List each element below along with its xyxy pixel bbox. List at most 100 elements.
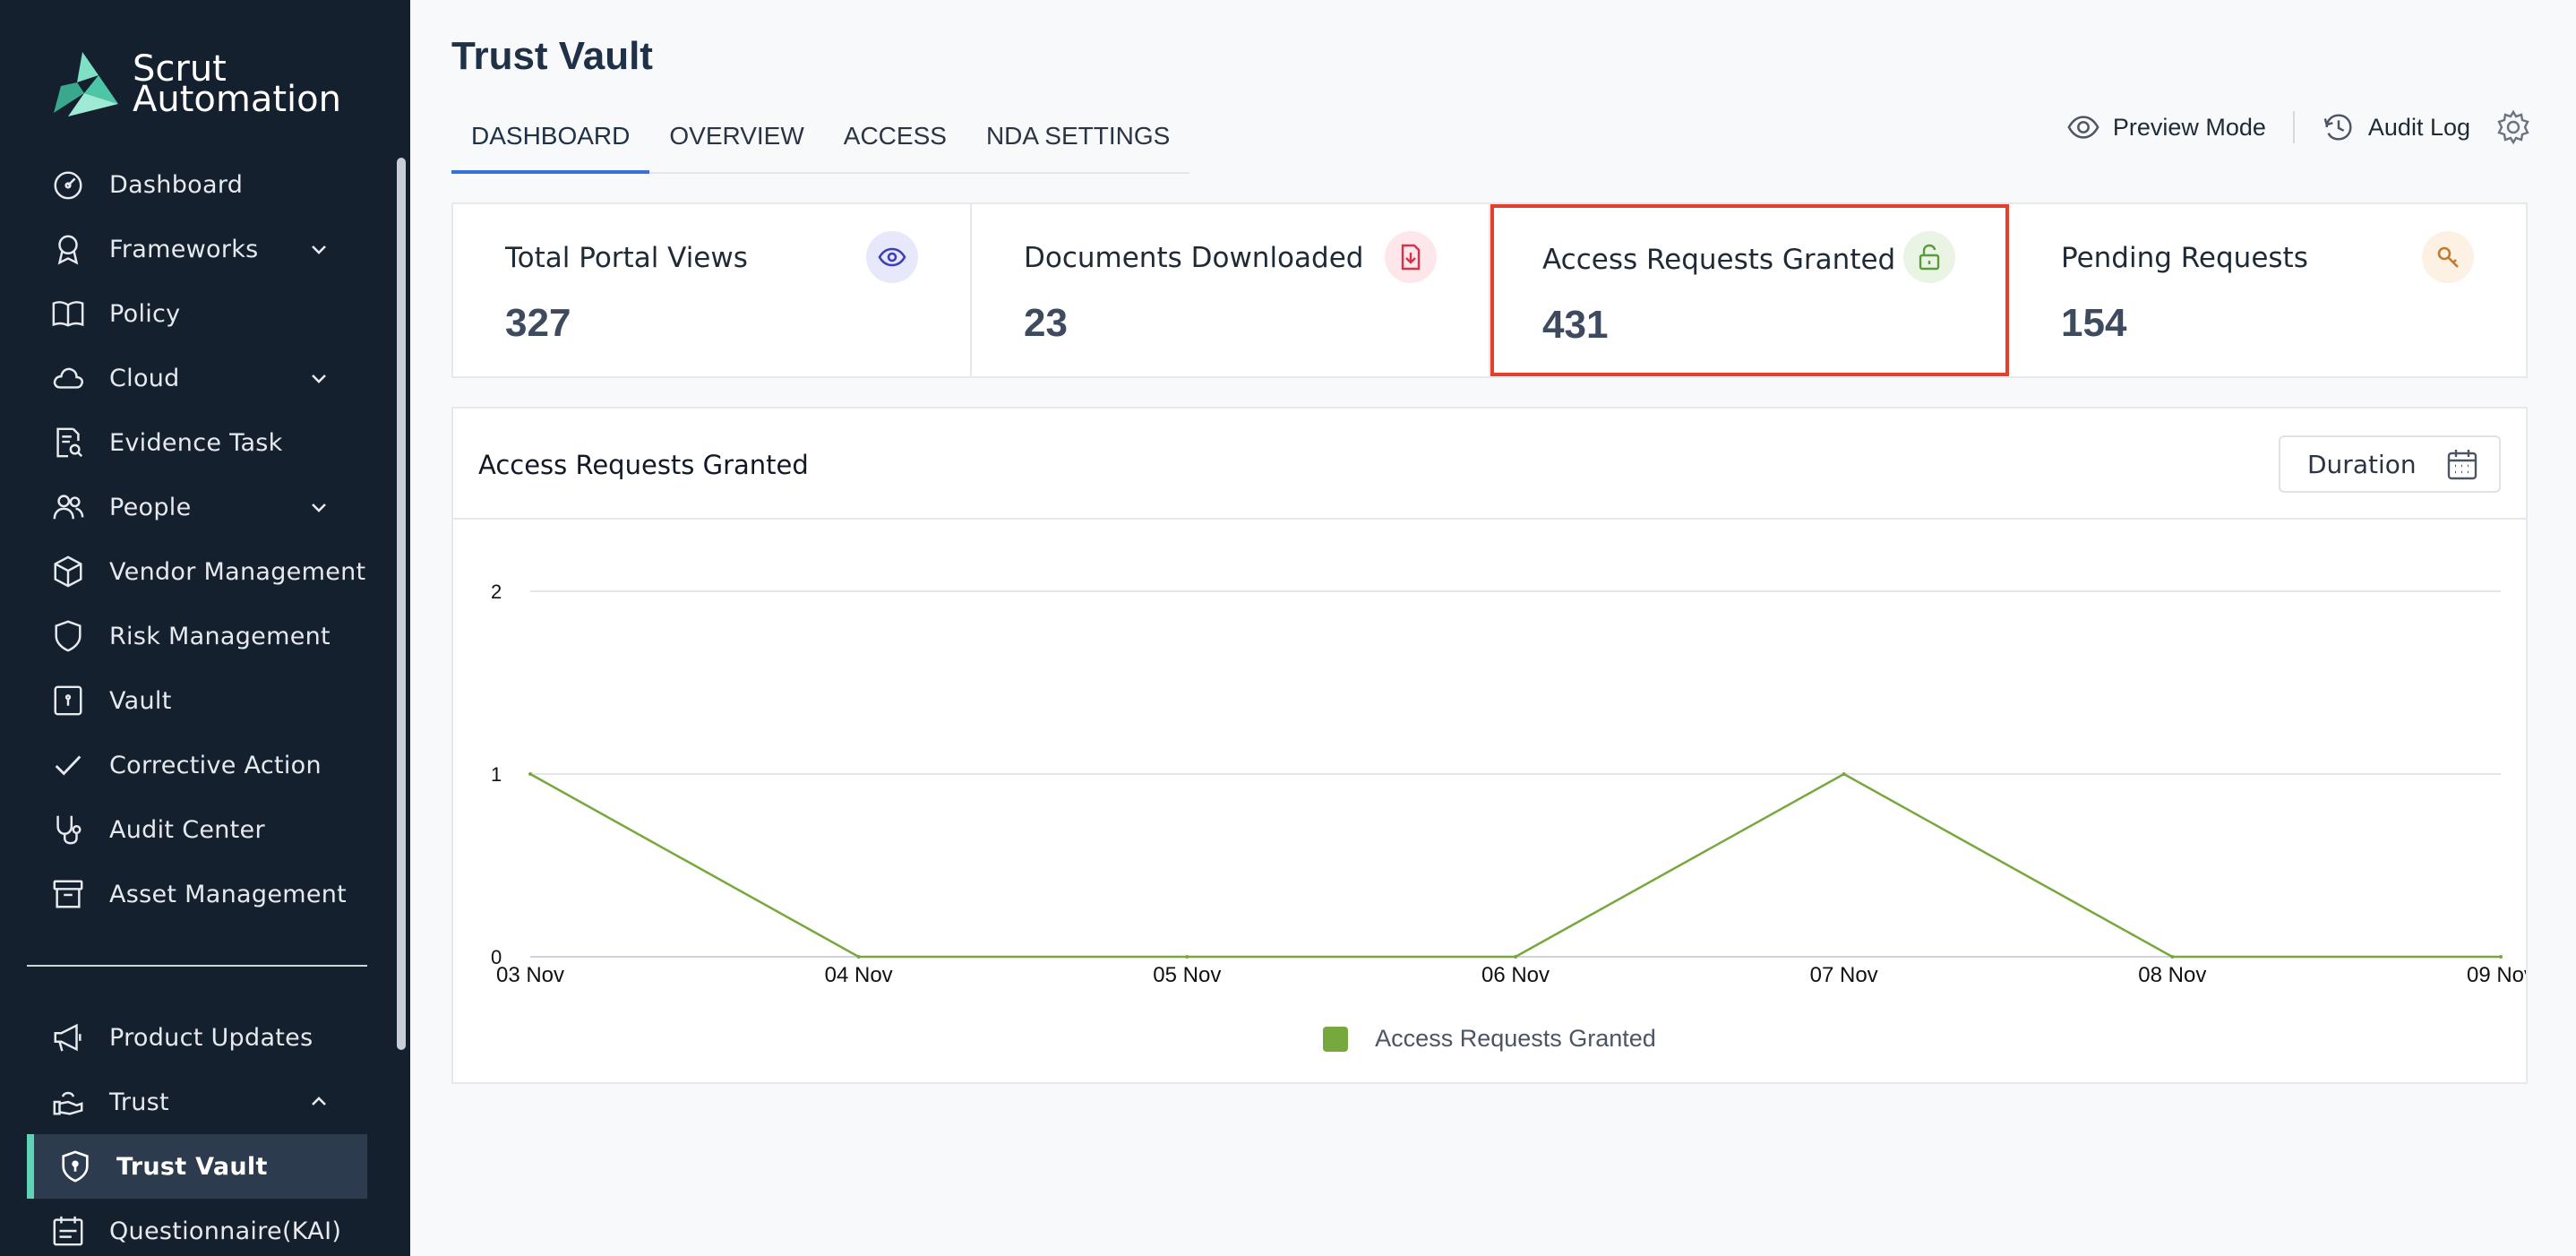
x-tick-label: 04 Nov — [825, 963, 893, 987]
data-point — [1514, 955, 1517, 959]
stat-value: 431 — [1542, 303, 1609, 347]
x-tick-label: 08 Nov — [2138, 963, 2206, 987]
sidebar-item-label: Policy — [109, 299, 181, 328]
sidebar-item-label: Corrective Action — [109, 751, 322, 779]
calendar-list-icon — [50, 1213, 86, 1249]
check-icon — [50, 747, 86, 783]
preview-mode-label: Preview Mode — [2112, 113, 2266, 141]
sidebar-item-frameworks[interactable]: Frameworks — [0, 217, 394, 281]
chevron-down-icon[interactable] — [308, 367, 330, 389]
sidebar-item-vendor-management[interactable]: Vendor Management — [0, 539, 394, 604]
sidebar-item-label: Trust Vault — [116, 1152, 268, 1181]
data-point — [1842, 772, 1846, 776]
chart-panel-title: Access Requests Granted — [478, 450, 809, 480]
y-tick-label: 2 — [491, 581, 502, 603]
sidebar-nav: Dashboard Frameworks Policy Cloud Eviden… — [0, 152, 394, 926]
data-point — [2170, 955, 2175, 959]
sidebar-item-label: Trust — [109, 1088, 169, 1116]
tab-nda-settings[interactable]: NDA SETTINGS — [985, 122, 1171, 150]
sidebar-scrollbar[interactable] — [397, 158, 406, 1050]
sidebar-item-label: Frameworks — [109, 235, 259, 263]
gear-icon[interactable] — [2495, 109, 2531, 145]
vault-icon — [50, 683, 86, 718]
stat-card-pending-requests[interactable]: Pending Requests 154 — [2009, 204, 2526, 376]
sidebar-secondary-nav: Product Updates Trust Trust Vault Questi… — [0, 1005, 394, 1256]
sidebar-item-label: Vault — [109, 686, 172, 715]
sidebar-item-risk-management[interactable]: Risk Management — [0, 604, 394, 668]
page-title: Trust Vault — [451, 34, 653, 78]
scrut-logo-icon — [54, 52, 118, 116]
sidebar-item-label: Asset Management — [109, 880, 348, 908]
duration-label: Duration — [2307, 449, 2417, 479]
sidebar-item-label: Dashboard — [109, 170, 244, 199]
duration-button[interactable]: Duration — [2279, 435, 2501, 493]
brand-name: Scrut Automation — [133, 48, 341, 120]
legend-swatch — [1323, 1026, 1349, 1052]
sidebar-item-label: People — [109, 493, 192, 521]
stat-card-documents-downloaded[interactable]: Documents Downloaded 23 — [972, 204, 1490, 376]
sidebar-item-questionnaire[interactable]: Questionnaire(KAI) — [0, 1199, 394, 1256]
download-file-icon — [1385, 231, 1437, 283]
dashboard-icon — [50, 167, 86, 202]
sidebar-item-product-updates[interactable]: Product Updates — [0, 1005, 394, 1070]
stat-label: Documents Downloaded — [1024, 242, 1364, 274]
badge-icon — [50, 231, 86, 267]
chevron-down-icon[interactable] — [308, 496, 330, 518]
sidebar-item-trust[interactable]: Trust — [0, 1070, 394, 1134]
stat-label: Total Portal Views — [505, 242, 748, 274]
cloud-icon — [50, 360, 86, 396]
stat-value: 23 — [1024, 301, 1068, 345]
main-content: Trust Vault DASHBOARD OVERVIEW ACCESS ND… — [410, 0, 2576, 1256]
tab-bar: DASHBOARD OVERVIEW ACCESS NDA SETTINGS — [451, 111, 1190, 174]
sidebar-item-people[interactable]: People — [0, 475, 394, 539]
stats-row: Total Portal Views 327 Documents Downloa… — [451, 202, 2528, 378]
legend-label: Access Requests Granted — [1375, 1025, 1656, 1052]
line-chart: 0 1 2 03 Nov 04 Nov 05 Nov 06 Nov 07 Nov 08 Nov 0… — [491, 581, 2526, 987]
sidebar-item-evidence-task[interactable]: Evidence Task — [0, 410, 394, 475]
sidebar-item-trust-vault[interactable]: Trust Vault — [27, 1134, 367, 1199]
key-search-icon — [2422, 231, 2474, 283]
sidebar-item-policy[interactable]: Policy — [0, 281, 394, 346]
sidebar-item-label: Vendor Management — [109, 557, 366, 586]
sidebar-item-vault[interactable]: Vault — [0, 668, 394, 733]
stat-card-portal-views[interactable]: Total Portal Views 327 — [453, 204, 972, 376]
shield-lock-icon — [57, 1148, 93, 1184]
eye-icon — [2067, 116, 2099, 139]
x-tick-label: 07 Nov — [1810, 963, 1878, 987]
series-line — [529, 772, 2501, 959]
sidebar-item-cloud[interactable]: Cloud — [0, 346, 394, 410]
book-icon — [50, 296, 86, 331]
people-icon — [50, 489, 86, 525]
audit-log-button[interactable]: Audit Log — [2322, 110, 2470, 144]
sidebar-item-label: Product Updates — [109, 1023, 313, 1052]
sidebar-item-asset-management[interactable]: Asset Management — [0, 862, 394, 926]
chart-legend: Access Requests Granted — [453, 1025, 2526, 1053]
x-tick-label: 05 Nov — [1153, 963, 1221, 987]
y-tick-label: 1 — [491, 763, 502, 786]
sidebar-item-corrective-action[interactable]: Corrective Action — [0, 733, 394, 797]
tab-access[interactable]: ACCESS — [843, 122, 947, 150]
brand-line-2: Automation — [133, 79, 341, 120]
brand-logo[interactable]: Scrut Automation — [50, 50, 341, 118]
sidebar-item-dashboard[interactable]: Dashboard — [0, 152, 394, 217]
brand-line-1: Scrut — [133, 48, 227, 90]
preview-mode-button[interactable]: Preview Mode — [2066, 110, 2266, 144]
sidebar-item-label: Audit Center — [109, 815, 265, 844]
chevron-up-icon[interactable] — [308, 1091, 330, 1113]
actions-separator — [2292, 111, 2295, 143]
x-tick-label: 03 Nov — [496, 963, 564, 987]
data-point — [856, 955, 861, 959]
stat-value: 327 — [505, 301, 571, 345]
stat-card-access-requests-granted[interactable]: Access Requests Granted 431 — [1490, 204, 2009, 376]
sidebar: Scrut Automation Dashboard Frameworks Po… — [0, 0, 410, 1256]
tab-overview[interactable]: OVERVIEW — [669, 122, 804, 150]
history-icon — [2323, 114, 2352, 141]
sidebar-item-audit-center[interactable]: Audit Center — [0, 797, 394, 862]
x-tick-label: 09 Nov — [2467, 963, 2526, 987]
stethoscope-icon — [50, 812, 86, 847]
eye-icon — [866, 231, 918, 283]
chevron-down-icon[interactable] — [308, 238, 330, 260]
box-icon — [50, 554, 86, 589]
data-point — [1185, 955, 1189, 959]
tab-dashboard[interactable]: DASHBOARD — [451, 111, 650, 174]
